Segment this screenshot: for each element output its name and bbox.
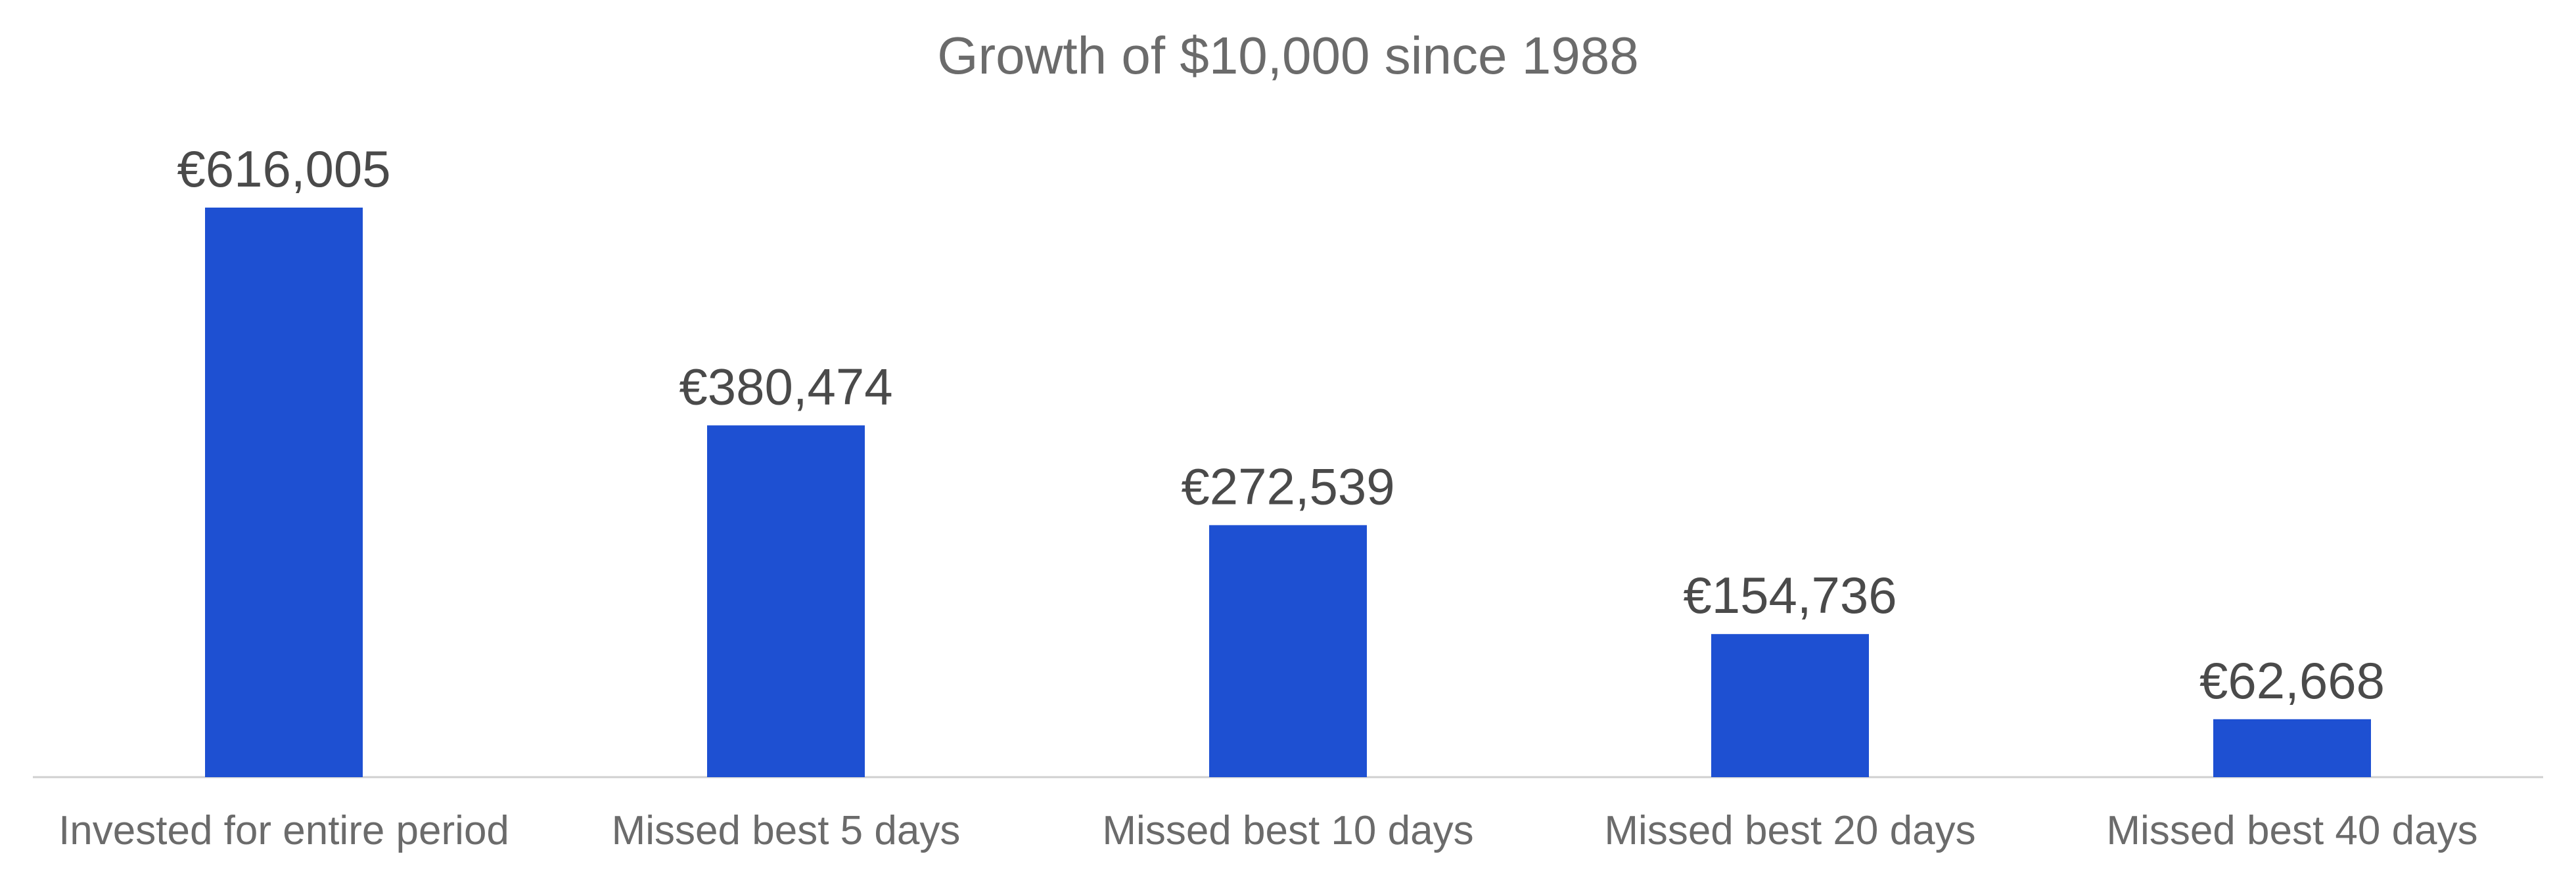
x-tick-label-4: Missed best 20 days [1604,808,1975,853]
bar-5 [2213,719,2371,777]
x-tick-labels-layer: Invested for entire period Missed best 5 … [58,808,2478,853]
value-label-2: €380,474 [679,358,892,416]
bar-3 [1209,525,1367,777]
x-tick-label-2: Missed best 5 days [612,808,961,853]
bars-layer [205,208,2371,777]
value-label-5: €62,668 [2199,652,2385,709]
bar-2 [707,425,865,777]
value-label-1: €616,005 [177,140,390,198]
value-label-4: €154,736 [1683,566,1897,624]
x-tick-label-1: Invested for entire period [58,808,509,853]
value-labels-layer: €616,005 €380,474 €272,539 €154,736 €62,668 [177,140,2385,709]
x-tick-label-5: Missed best 40 days [2106,808,2477,853]
bar-4 [1711,634,1869,777]
value-label-3: €272,539 [1181,457,1394,515]
x-tick-label-3: Missed best 10 days [1102,808,1473,853]
bar-1 [205,208,363,777]
chart-title: Growth of $10,000 since 1988 [937,26,1638,85]
